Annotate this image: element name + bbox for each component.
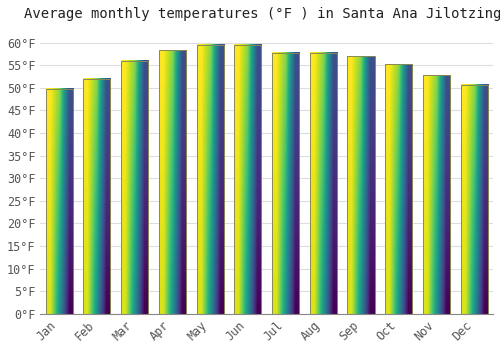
Title: Average monthly temperatures (°F ) in Santa Ana Jilotzingo: Average monthly temperatures (°F ) in Sa… — [24, 7, 500, 21]
Bar — [234, 45, 262, 314]
Bar — [196, 45, 224, 314]
Bar — [385, 64, 412, 314]
Bar — [460, 85, 488, 314]
Bar — [423, 75, 450, 314]
Bar — [84, 79, 110, 314]
Bar — [272, 52, 299, 314]
Bar — [159, 50, 186, 314]
Bar — [310, 52, 337, 314]
Bar — [348, 56, 374, 314]
Bar — [46, 89, 73, 314]
Bar — [121, 61, 148, 314]
